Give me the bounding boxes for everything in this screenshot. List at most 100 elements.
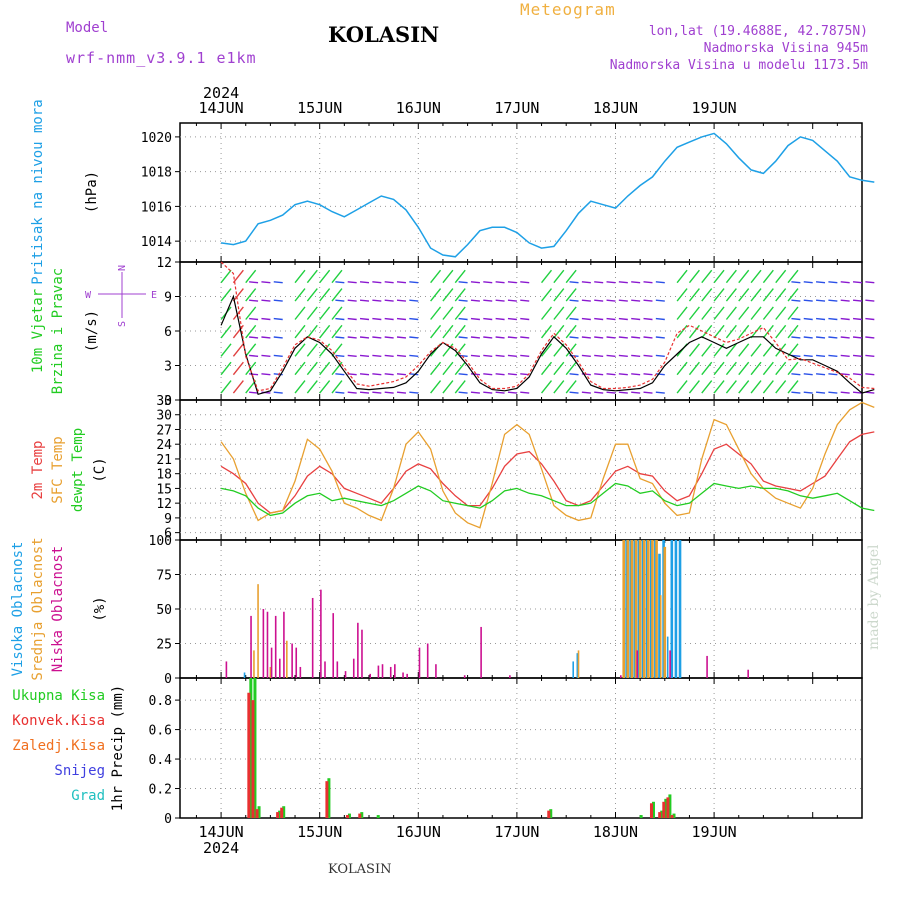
wind-arrow: [655, 354, 665, 357]
wind-arrow: [688, 361, 700, 376]
wind-arrow: [520, 299, 530, 302]
wind-arrow: [347, 317, 357, 321]
wind-arrow: [520, 391, 530, 394]
wind-arrow: [359, 391, 370, 394]
wind-arrow: [565, 361, 577, 376]
wind-arrow: [384, 317, 394, 321]
wind-arrow: [569, 373, 579, 376]
precipitation-tick-label: 0.2: [149, 783, 172, 798]
pressure-tick-label: 1018: [141, 166, 172, 181]
wind-arrow: [676, 288, 688, 302]
wind-arrow: [331, 306, 343, 320]
wind-arrow: [738, 361, 750, 376]
wind-arrow: [409, 336, 419, 339]
wind-arrow: [828, 354, 838, 357]
wind-arrow: [232, 306, 244, 320]
wind-arrow: [245, 269, 257, 284]
wind-arrow: [409, 354, 419, 357]
date-label-bottom: 18JUN: [593, 823, 638, 841]
temperature-tick-label: 6: [164, 527, 172, 542]
wind-arrow: [458, 317, 468, 321]
wind-arrow: [815, 281, 826, 284]
wind-arrow: [384, 336, 394, 339]
wind-arrow: [815, 336, 826, 339]
wind-arrow: [372, 391, 382, 394]
wind-arrow: [775, 324, 787, 339]
wind-arrow: [791, 299, 801, 302]
wind-arrow: [803, 317, 813, 321]
wind-arrow: [294, 361, 306, 376]
wind-arrow: [713, 269, 725, 284]
wind-arrow: [688, 306, 700, 320]
wind-arrow: [643, 281, 653, 284]
wind-arrow: [815, 317, 826, 321]
wind-arrow: [540, 324, 553, 339]
wind-arrow: [643, 336, 653, 339]
wind-arrow: [495, 336, 505, 339]
wind-arrow: [713, 288, 725, 302]
wind-arrow: [470, 391, 480, 394]
date-label-top: 15JUN: [297, 99, 342, 117]
wind-arrow: [594, 281, 604, 284]
cloud-axis-label-0: Visoka Oblacnost: [10, 542, 26, 677]
wind-arrow: [347, 299, 357, 302]
wind-arrow: [249, 354, 259, 357]
wind-arrow: [701, 324, 713, 339]
wind-arrow: [676, 306, 688, 320]
wind-arrow: [828, 317, 838, 321]
date-label-top: 19JUN: [692, 99, 737, 117]
wind-arrow: [331, 269, 343, 284]
wind-arrow: [507, 317, 517, 321]
temp-unit-label: (C): [92, 457, 108, 482]
wind-arrow: [750, 361, 762, 376]
wind-arrow: [430, 288, 442, 302]
pressure-tick-label: 1016: [141, 200, 172, 215]
wind-arrow: [483, 336, 493, 339]
date-label-bottom: 16JUN: [396, 823, 441, 841]
wind-arrow: [372, 299, 382, 302]
wind-arrow: [384, 281, 394, 284]
wind-arrow: [458, 373, 468, 376]
wind-arrow: [430, 361, 442, 376]
wind-arrow: [865, 336, 875, 339]
wind-arrow: [372, 336, 382, 339]
cloud-axis-label-1: Srednja Oblacnost: [30, 537, 46, 680]
wind-arrow: [294, 288, 306, 302]
altitude-label: Nadmorska Visina 945m: [703, 41, 868, 56]
cloud-axis-label-2: Niska Oblacnost: [50, 546, 66, 672]
wind-arrow: [840, 336, 850, 339]
wind-arrow: [454, 306, 466, 320]
wind-arrow: [507, 281, 517, 284]
wind-arrow: [331, 361, 343, 376]
wind-arrow: [725, 343, 737, 357]
wind-arrow: [725, 269, 737, 284]
wind-arrow: [540, 288, 553, 302]
wind-arrow: [553, 361, 565, 376]
year-label-top: 2024: [203, 84, 239, 102]
wind-arrow: [331, 324, 343, 339]
wind-arrow: [335, 354, 345, 357]
wind-arrow: [618, 299, 628, 302]
wind-arrow: [409, 317, 419, 321]
wind-arrow: [655, 281, 665, 284]
wind-arrow: [220, 380, 232, 394]
meteogram-title: Meteogram: [520, 0, 616, 19]
wind-arrow: [840, 354, 850, 357]
pressure-unit-label: (hPa): [84, 171, 100, 213]
wind-arrow: [762, 361, 774, 376]
precipitation-tick-label: 0: [164, 812, 172, 827]
wind-arrow: [396, 373, 407, 376]
wind-arrow: [701, 269, 713, 284]
wind-arrow: [606, 299, 616, 302]
wind-arrow: [618, 336, 628, 339]
wind-arrow: [306, 343, 318, 357]
wind-arrow: [815, 354, 826, 357]
model-label: Model: [66, 20, 109, 36]
wind-arrow: [442, 269, 454, 284]
wind-arrow: [803, 281, 813, 284]
wind-arrow: [319, 288, 331, 302]
wind-arrow: [775, 269, 787, 284]
wind-arrow: [815, 373, 826, 376]
wind-arrow: [294, 324, 306, 339]
wind-arrow: [594, 299, 604, 302]
